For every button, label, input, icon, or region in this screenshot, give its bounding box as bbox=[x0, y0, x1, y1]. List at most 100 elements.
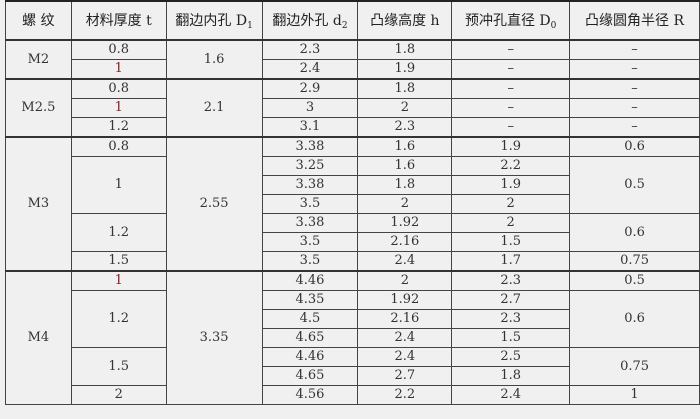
table-row: 1 2.4 1.9– – bbox=[6, 59, 700, 80]
table-row: M3 0.8 2.55 3.38 1.6 1.9 0.6 bbox=[5, 136, 700, 272]
thickness-cell: 1.2 bbox=[70, 117, 167, 138]
fillet-radius-cell: 0.75 bbox=[569, 347, 700, 386]
thickness-cell: 1.2 bbox=[70, 290, 167, 348]
prepunch-diameter-cell: 1.8 bbox=[451, 366, 571, 386]
fillet-radius-cell: – bbox=[569, 78, 700, 99]
outer-hole-cell: 3 bbox=[261, 98, 359, 118]
thickness-cell: 0.8 bbox=[70, 136, 167, 157]
flange-height-cell: 1.8 bbox=[357, 78, 453, 99]
outer-hole-cell: 3.25 bbox=[261, 156, 359, 176]
flange-height-cell: 2.16 bbox=[357, 309, 453, 329]
prepunch-diameter-cell: 2.4 bbox=[451, 385, 571, 405]
prepunch-diameter-cell: 2.2 bbox=[451, 156, 571, 176]
flange-height-cell: 1.6 bbox=[357, 156, 453, 176]
table-row: 1.2 3.1 2.3– – bbox=[6, 117, 700, 138]
table-row: 1 3.25 1.6 2.2 0.5 bbox=[6, 156, 700, 214]
fillet-radius-cell: 0.6 bbox=[569, 213, 700, 252]
thickness-cell: 1.5 bbox=[70, 347, 167, 386]
prepunch-diameter-cell: 1.5 bbox=[451, 328, 571, 348]
fillet-radius-cell: 1 bbox=[569, 385, 700, 405]
header-fillet-radius: 凸缘圆角半径 R bbox=[569, 0, 700, 41]
prepunch-diameter-cell: – bbox=[451, 39, 571, 60]
thickness-cell: 1 bbox=[70, 270, 167, 291]
table-row: 2 4.56 2.2 2.4 1 bbox=[6, 385, 700, 405]
outer-hole-cell: 4.56 bbox=[261, 385, 359, 405]
prepunch-diameter-cell: – bbox=[451, 117, 571, 138]
table-body: M2 0.8 1.6 2.3 1.8– –1 2.4 1.9– – M2.5 0.8 2.1 2.9 1.… bbox=[5, 39, 700, 405]
header-outer-hole: 翻边外孔 d2 bbox=[261, 0, 359, 41]
flange-height-cell: 2.4 bbox=[357, 347, 453, 367]
prepunch-diameter-cell: 1.5 bbox=[451, 232, 571, 252]
outer-hole-cell: 3.5 bbox=[261, 251, 359, 272]
outer-hole-cell: 3.5 bbox=[261, 232, 359, 252]
table-row: M2.5 0.8 2.1 2.9 1.8– – bbox=[5, 78, 700, 138]
prepunch-diameter-cell: 1.9 bbox=[451, 136, 571, 157]
outer-hole-cell: 3.5 bbox=[261, 194, 359, 214]
table-row: M2 0.8 1.6 2.3 1.8– – bbox=[5, 39, 700, 80]
thickness-cell: 1 bbox=[70, 59, 167, 80]
flange-height-cell: 1.92 bbox=[357, 290, 453, 310]
thickness-cell: 0.8 bbox=[70, 78, 167, 99]
table-row: 1 3 2– – bbox=[6, 98, 700, 118]
flange-height-cell: 1.8 bbox=[357, 175, 453, 195]
prepunch-diameter-cell: 1.7 bbox=[451, 251, 571, 272]
prepunch-diameter-cell: – bbox=[451, 98, 571, 118]
header-flange-height: 凸缘高度 h bbox=[357, 0, 453, 41]
thickness-cell: 1 bbox=[70, 156, 167, 214]
fillet-radius-cell: 0.6 bbox=[569, 290, 700, 348]
thickness-cell: 1 bbox=[70, 98, 167, 118]
thickness-cell: 2 bbox=[70, 385, 167, 405]
table-row: 3.5 2.16 1.5 bbox=[6, 232, 700, 252]
table-row: 4.65 2.4 1.5 bbox=[6, 328, 700, 348]
header-thread: 螺 纹 bbox=[5, 0, 72, 41]
prepunch-diameter-cell: 2 bbox=[451, 194, 571, 214]
flange-height-cell: 2.4 bbox=[357, 251, 453, 272]
thread-cell: M4 bbox=[5, 270, 72, 405]
outer-hole-cell: 2.3 bbox=[261, 39, 359, 60]
fillet-radius-cell: 0.5 bbox=[569, 156, 700, 214]
outer-hole-cell: 4.5 bbox=[261, 309, 359, 329]
outer-hole-cell: 3.38 bbox=[261, 175, 359, 195]
prepunch-diameter-cell: 2.5 bbox=[451, 347, 571, 367]
flange-height-cell: 2.2 bbox=[357, 385, 453, 405]
flange-height-cell: 2.4 bbox=[357, 328, 453, 348]
thickness-cell: 1.5 bbox=[70, 251, 167, 272]
outer-hole-cell: 4.46 bbox=[261, 347, 359, 367]
flange-height-cell: 2.16 bbox=[357, 232, 453, 252]
outer-hole-cell: 4.35 bbox=[261, 290, 359, 310]
outer-hole-cell: 4.46 bbox=[261, 270, 359, 291]
inner-hole-cell: 1.6 bbox=[165, 39, 263, 80]
thread-cell: M2 bbox=[5, 39, 72, 80]
inner-hole-cell: 3.35 bbox=[165, 270, 263, 405]
prepunch-diameter-cell: – bbox=[451, 78, 571, 99]
header-inner-hole: 翻边内孔 D1 bbox=[165, 0, 263, 41]
table-row: M4 1 3.35 4.46 2 2.3 0.5 bbox=[5, 270, 700, 405]
header-thickness: 材料厚度 t bbox=[70, 0, 167, 41]
table-row: 1.2 4.35 1.92 2.7 0.6 bbox=[6, 290, 700, 348]
thickness-cell: 1.2 bbox=[70, 213, 167, 252]
fillet-radius-cell: 0.6 bbox=[569, 136, 700, 157]
flange-height-cell: 2 bbox=[357, 194, 453, 214]
fillet-radius-cell: – bbox=[569, 39, 700, 60]
flange-height-cell: 1.9 bbox=[357, 59, 453, 80]
prepunch-diameter-cell: 1.9 bbox=[451, 175, 571, 195]
fillet-radius-cell: – bbox=[569, 117, 700, 138]
outer-hole-cell: 2.9 bbox=[261, 78, 359, 99]
flange-height-cell: 2.3 bbox=[357, 117, 453, 138]
table-row: 1.2 3.38 1.92 2 0.6 bbox=[6, 213, 700, 252]
prepunch-diameter-cell: 2.3 bbox=[451, 270, 571, 291]
outer-hole-cell: 2.4 bbox=[261, 59, 359, 80]
outer-hole-cell: 3.38 bbox=[261, 213, 359, 233]
prepunch-diameter-cell: – bbox=[451, 59, 571, 80]
flange-height-cell: 2 bbox=[357, 270, 453, 291]
table-row: 1.5 4.46 2.4 2.5 0.75 bbox=[6, 347, 700, 386]
outer-hole-cell: 4.65 bbox=[261, 366, 359, 386]
flange-height-cell: 1.92 bbox=[357, 213, 453, 233]
fillet-radius-cell: – bbox=[569, 59, 700, 80]
thread-cell: M3 bbox=[5, 136, 72, 272]
prepunch-diameter-cell: 2.3 bbox=[451, 309, 571, 329]
flange-height-cell: 1.8 bbox=[357, 39, 453, 60]
outer-hole-cell: 3.1 bbox=[261, 117, 359, 138]
header-prepunch-diameter: 预冲孔直径 D0 bbox=[451, 0, 571, 41]
flange-height-cell: 1.6 bbox=[357, 136, 453, 157]
